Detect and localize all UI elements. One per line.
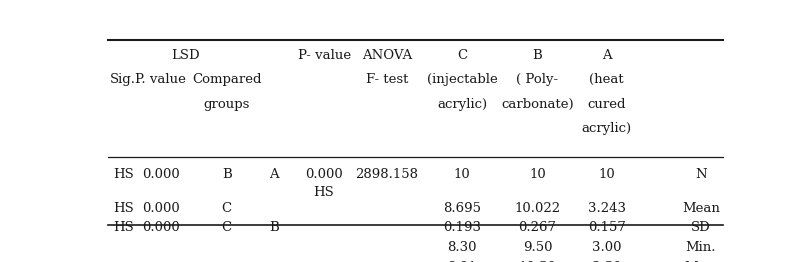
Text: LSD: LSD [172,49,200,62]
Text: 10: 10 [599,168,615,181]
Text: carbonate): carbonate) [501,97,573,111]
Text: A: A [269,168,279,181]
Text: 9.50: 9.50 [522,241,552,254]
Text: SD: SD [691,221,710,234]
Text: 0.000: 0.000 [142,203,180,215]
Text: Max.: Max. [684,261,718,262]
Text: B: B [533,49,543,62]
Text: (heat: (heat [590,73,624,86]
Text: acrylic): acrylic) [437,97,488,111]
Text: 0.267: 0.267 [518,221,556,234]
Text: 10: 10 [454,168,471,181]
Text: 2898.158: 2898.158 [356,168,419,181]
Text: cured: cured [587,97,626,111]
Text: 10.50: 10.50 [518,261,556,262]
Text: HS: HS [313,186,335,199]
Text: ( Poly-: ( Poly- [517,73,559,86]
Text: 0.157: 0.157 [587,221,625,234]
Text: 8.30: 8.30 [447,241,477,254]
Text: 3.00: 3.00 [592,241,621,254]
Text: 8.695: 8.695 [443,203,481,215]
Text: N: N [695,168,706,181]
Text: (injectable: (injectable [427,73,497,86]
Text: 3.243: 3.243 [587,203,625,215]
Text: 0.193: 0.193 [443,221,481,234]
Text: F- test: F- test [365,73,408,86]
Text: groups: groups [203,97,250,111]
Text: Sig.: Sig. [110,73,136,86]
Text: HS: HS [113,168,134,181]
Text: C: C [222,203,232,215]
Text: 0.000: 0.000 [142,168,180,181]
Text: P. value: P. value [135,73,186,86]
Text: P- value: P- value [297,49,351,62]
Text: A: A [602,49,612,62]
Text: 0.000: 0.000 [142,221,180,234]
Text: HS: HS [113,203,134,215]
Text: 0.000: 0.000 [305,168,343,181]
Text: 10.022: 10.022 [514,203,561,215]
Text: ANOVA: ANOVA [362,49,412,62]
Text: acrylic): acrylic) [582,122,632,135]
Text: Mean: Mean [682,203,720,215]
Text: C: C [222,221,232,234]
Text: B: B [269,221,279,234]
Text: Min.: Min. [685,241,716,254]
Text: 3.50: 3.50 [592,261,621,262]
Text: B: B [222,168,232,181]
Text: Compared: Compared [192,73,262,86]
Text: C: C [457,49,467,62]
Text: 10: 10 [529,168,546,181]
Text: HS: HS [113,221,134,234]
Text: 8.91: 8.91 [447,261,477,262]
